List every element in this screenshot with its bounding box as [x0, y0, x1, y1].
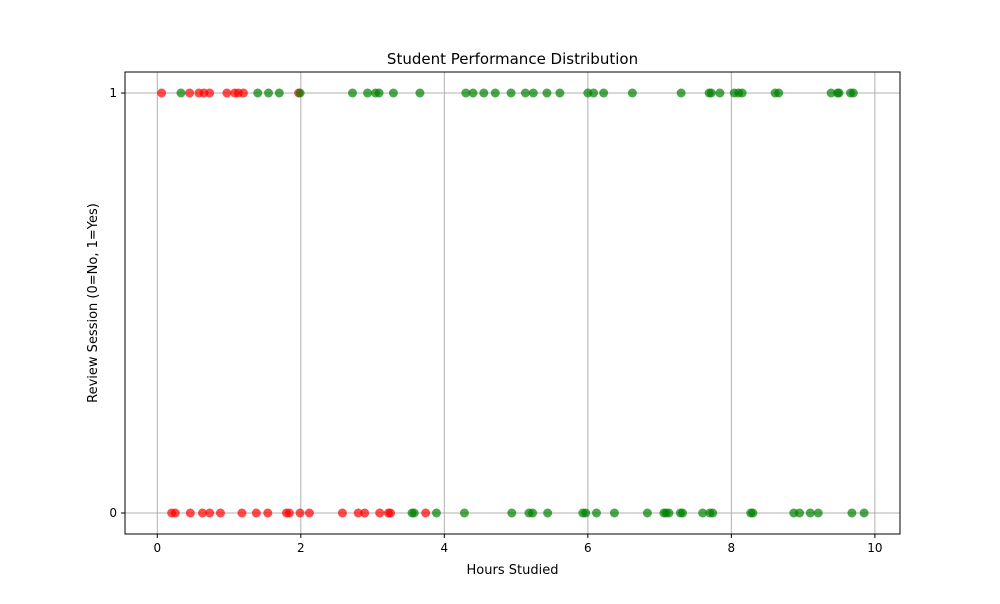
- fail-point: [304, 508, 314, 518]
- fail-point: [185, 508, 195, 518]
- pass-point: [363, 88, 373, 98]
- fail-point: [185, 88, 195, 98]
- fail-point: [421, 508, 431, 518]
- pass-point: [795, 508, 805, 518]
- chart-title: Student Performance Distribution: [387, 50, 638, 68]
- pass-point: [826, 88, 836, 98]
- pass-point: [664, 508, 674, 518]
- pass-point: [706, 88, 716, 98]
- pass-point: [834, 88, 844, 98]
- x-tick-label: 6: [584, 541, 592, 555]
- pass-point: [253, 88, 263, 98]
- x-tick-label: 2: [297, 541, 305, 555]
- pass-point: [542, 88, 552, 98]
- pass-point: [374, 88, 384, 98]
- pass-point: [176, 88, 186, 98]
- fail-point: [237, 508, 247, 518]
- pass-point: [678, 508, 688, 518]
- pass-point: [461, 88, 471, 98]
- pass-point: [459, 508, 469, 518]
- y-axis-label: Review Session (0=No, 1=Yes): [86, 203, 101, 403]
- pass-point: [591, 508, 601, 518]
- fail-point: [205, 508, 215, 518]
- pass-point: [431, 508, 441, 518]
- x-tick-label: 10: [867, 541, 882, 555]
- pass-point: [581, 508, 591, 518]
- fail-point: [360, 508, 370, 518]
- pass-point: [528, 88, 538, 98]
- x-axis-label: Hours Studied: [467, 563, 559, 578]
- ticks-layer: 0 2 4 6 8 10 0 1: [109, 86, 882, 555]
- pass-point: [774, 88, 784, 98]
- pass-point: [627, 88, 637, 98]
- pass-point: [520, 88, 530, 98]
- pass-point: [589, 88, 599, 98]
- pass-point: [506, 88, 516, 98]
- pass-point: [507, 508, 517, 518]
- pass-point: [848, 88, 858, 98]
- fail-point: [353, 508, 363, 518]
- plot-frame: [124, 71, 901, 535]
- fail-point: [170, 508, 180, 518]
- fail-point: [222, 88, 232, 98]
- grid-layer: [125, 72, 900, 534]
- fail-point: [284, 508, 294, 518]
- pass-point: [599, 88, 609, 98]
- pass-point: [295, 88, 305, 98]
- fail-point: [295, 508, 305, 518]
- points-layer: [157, 88, 869, 518]
- pass-point: [609, 508, 619, 518]
- fail-point: [386, 508, 396, 518]
- pass-point: [676, 88, 686, 98]
- x-tick-label: 4: [441, 541, 449, 555]
- fail-point: [215, 508, 225, 518]
- pass-point: [847, 508, 857, 518]
- fail-point: [263, 508, 273, 518]
- pass-point: [490, 88, 500, 98]
- pass-point: [805, 508, 815, 518]
- pass-point: [642, 508, 652, 518]
- pass-point: [409, 508, 419, 518]
- pass-point: [468, 88, 478, 98]
- pass-point: [264, 88, 274, 98]
- y-tick-label: 1: [109, 86, 117, 100]
- pass-point: [708, 508, 718, 518]
- pass-point: [698, 508, 708, 518]
- y-tick-label: 0: [109, 506, 117, 520]
- pass-point: [813, 508, 823, 518]
- fail-point: [205, 88, 215, 98]
- fail-point: [337, 508, 347, 518]
- pass-point: [347, 88, 357, 98]
- fail-point: [375, 508, 385, 518]
- pass-point: [528, 508, 538, 518]
- pass-point: [388, 88, 398, 98]
- fail-point: [198, 508, 207, 518]
- pass-point: [859, 508, 869, 518]
- pass-point: [543, 508, 553, 518]
- fail-point: [157, 88, 167, 98]
- pass-point: [737, 88, 747, 98]
- fail-point: [238, 88, 248, 98]
- x-tick-label: 8: [728, 541, 736, 555]
- fail-point: [251, 508, 261, 518]
- pass-point: [748, 508, 758, 518]
- x-tick-label: 0: [153, 541, 161, 555]
- pass-point: [415, 88, 425, 98]
- pass-point: [715, 88, 725, 98]
- pass-point: [555, 88, 565, 98]
- pass-point: [274, 88, 284, 98]
- pass-point: [479, 88, 489, 98]
